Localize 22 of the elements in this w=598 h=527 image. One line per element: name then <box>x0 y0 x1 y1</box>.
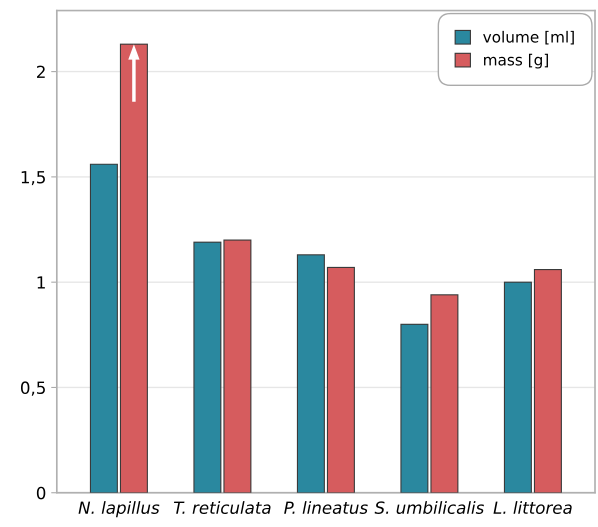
x-tick-label: T. reticulata <box>174 501 271 514</box>
y-tick-label: 1 <box>38 276 45 289</box>
bar <box>193 242 222 493</box>
bar <box>90 164 118 493</box>
y-tick-label: 2 <box>37 66 45 78</box>
x-tick-label: L. littorea <box>493 501 572 514</box>
x-tick-label: P. lineatus <box>284 501 368 514</box>
bar <box>223 240 252 493</box>
legend-label: mass [g] <box>484 54 548 69</box>
y-tick-label: 0,5 <box>20 381 45 396</box>
bar <box>120 44 148 493</box>
x-tick-label: S. umbilicalis <box>374 501 484 514</box>
y-tick-label: 0 <box>36 486 46 500</box>
bar <box>326 266 355 493</box>
bar <box>400 324 428 493</box>
legend-label: volume [ml] <box>483 30 574 44</box>
bar <box>296 254 325 493</box>
bar <box>534 268 562 493</box>
x-tick-label: N. lapillus <box>78 501 160 518</box>
y-tick-label: 1,5 <box>22 171 45 186</box>
bar <box>504 282 532 493</box>
bar <box>430 294 458 493</box>
